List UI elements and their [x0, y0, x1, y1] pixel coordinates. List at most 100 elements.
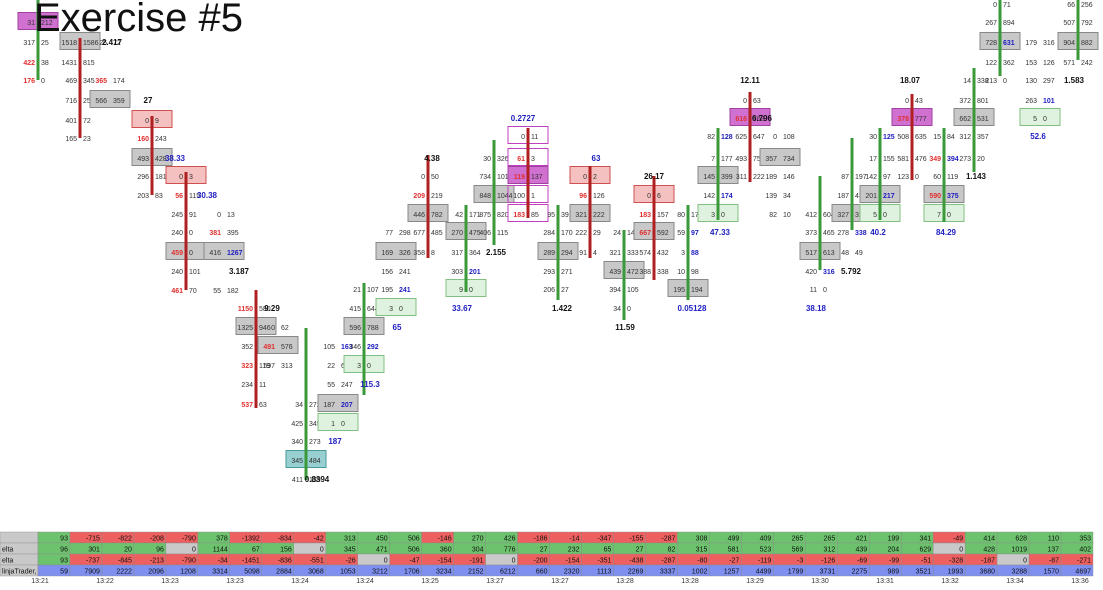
ask-volume: 174: [113, 78, 125, 85]
bid-volume: 195: [381, 287, 393, 294]
bid-volume: 415: [349, 306, 361, 313]
ask-volume: 485: [431, 230, 443, 237]
footprint-column: 0 6 183 157 667 592 574 432 388 338: [633, 176, 675, 280]
time-tick-label: 13:28: [681, 578, 699, 585]
bid-volume: 119: [514, 174, 525, 181]
table-cell-value: 628: [1015, 536, 1027, 543]
ask-volume: 201: [469, 269, 481, 276]
down-bar: [184, 172, 188, 290]
bid-volume: 412: [805, 212, 817, 219]
footprint-cell: [375, 242, 417, 260]
bid-volume: 422: [23, 60, 35, 67]
bid-volume: 61: [517, 156, 525, 163]
ask-volume: 170: [561, 230, 573, 237]
slide-title: Exercise #5: [34, 0, 243, 40]
bid-volume: 270: [451, 230, 463, 237]
ask-volume: 359: [113, 98, 125, 105]
table-cell-value: -146: [438, 536, 452, 543]
ask-volume: 0: [367, 363, 371, 370]
ask-volume: 476: [915, 156, 927, 163]
bid-volume: 183: [639, 212, 651, 219]
ask-volume: 894: [1003, 20, 1015, 27]
ask-volume: 10: [783, 212, 791, 219]
bid-volume: 381: [209, 230, 221, 237]
ask-volume: 217: [883, 193, 895, 200]
ask-volume: 0: [41, 78, 45, 85]
ask-volume: 777: [915, 116, 927, 123]
bid-volume: 30: [869, 134, 877, 141]
bid-volume: 30: [483, 156, 491, 163]
bid-volume: 123: [897, 174, 909, 181]
table-cell-value: 199: [887, 536, 899, 543]
table-cell-value: 204: [887, 547, 899, 554]
table-cell-value: 3288: [1011, 569, 1027, 576]
table-cell-value: -347: [597, 536, 611, 543]
time-tick-label: 13:23: [161, 578, 179, 585]
table-cell-value: 471: [376, 547, 388, 554]
bid-volume: 77: [385, 230, 393, 237]
bid-volume: 372: [959, 98, 971, 105]
ratio-label: 9.29: [264, 304, 280, 313]
time-tick-label: 13:36: [1071, 578, 1089, 585]
table-cell-value: -790: [182, 536, 196, 543]
table-cell-value: 156: [280, 547, 292, 554]
table-cell-value: 426: [504, 536, 516, 543]
table-cell-value: 989: [887, 569, 899, 576]
ask-volume: 91: [189, 212, 197, 219]
ask-volume: 155: [883, 156, 895, 163]
ask-volume: 273: [309, 439, 321, 446]
footprint-column: 1518 1586 1431 815 469 345 716 257 401 72 165 23: [59, 32, 101, 143]
table-cell-value: 27: [540, 547, 548, 554]
table-cell-value: -27: [729, 558, 739, 565]
bid-volume: 156: [381, 269, 393, 276]
footprint-column: 66 256 507 792 904 882 571 242: [1057, 0, 1099, 67]
bid-volume: 240: [171, 269, 183, 276]
bid-volume: 904: [1063, 40, 1075, 47]
ask-volume: 0: [627, 306, 631, 313]
down-bar: [748, 92, 752, 182]
ask-volume: 0: [469, 287, 473, 294]
bid-volume: 183: [513, 212, 525, 219]
table-cell: [1060, 564, 1094, 577]
bid-volume: 0: [179, 174, 183, 181]
up-bar: [878, 128, 882, 220]
ask-volume: 0: [341, 421, 345, 428]
ask-volume: 0: [1003, 78, 1007, 85]
table-cell-value: 93: [60, 536, 68, 543]
ask-volume: 592: [657, 230, 669, 237]
ask-volume: 222: [753, 174, 765, 181]
table-cell-value: 1257: [724, 569, 740, 576]
ask-volume: 313: [281, 363, 293, 370]
bid-volume: 566: [95, 98, 107, 105]
ask-volume: 63: [753, 98, 761, 105]
footprint-column: 0 2 96 126 321 222 222 29 91 4: [569, 166, 611, 258]
table-cell-value: -51: [921, 558, 931, 565]
table-cell-value: -47: [410, 558, 420, 565]
table-cell-value: 3068: [308, 569, 324, 576]
bid-volume: 0: [271, 325, 275, 332]
ask-volume: 247: [341, 382, 353, 389]
bid-volume: 7: [711, 156, 715, 163]
ask-volume: 338: [855, 230, 867, 237]
table-cell-value: 2222: [116, 569, 132, 576]
ask-volume: 882: [1081, 40, 1093, 47]
ask-volume: 0: [399, 306, 403, 313]
bid-volume: 206: [543, 287, 555, 294]
footprint-cell: [89, 90, 131, 108]
bid-volume: 581: [897, 156, 909, 163]
ask-volume: 0: [883, 212, 887, 219]
bid-volume: 394: [609, 287, 621, 294]
ask-volume: 820: [497, 212, 509, 219]
footprint-column: 0 50 209 219 446 782 677 485 358 8: [407, 155, 449, 258]
bid-volume: 21: [353, 287, 361, 294]
ratio-label: 1.422: [552, 304, 573, 313]
table-cell-value: -737: [86, 558, 100, 565]
ask-volume: 147: [627, 230, 639, 237]
ask-volume: 815: [83, 60, 95, 67]
table-cell-value: 312: [824, 547, 836, 554]
table-cell-value: 232: [568, 547, 580, 554]
table-cell-value: 345: [344, 547, 356, 554]
bid-volume: 34: [295, 402, 303, 409]
table-cell-value: -551: [310, 558, 324, 565]
table-cell-value: -154: [438, 558, 452, 565]
